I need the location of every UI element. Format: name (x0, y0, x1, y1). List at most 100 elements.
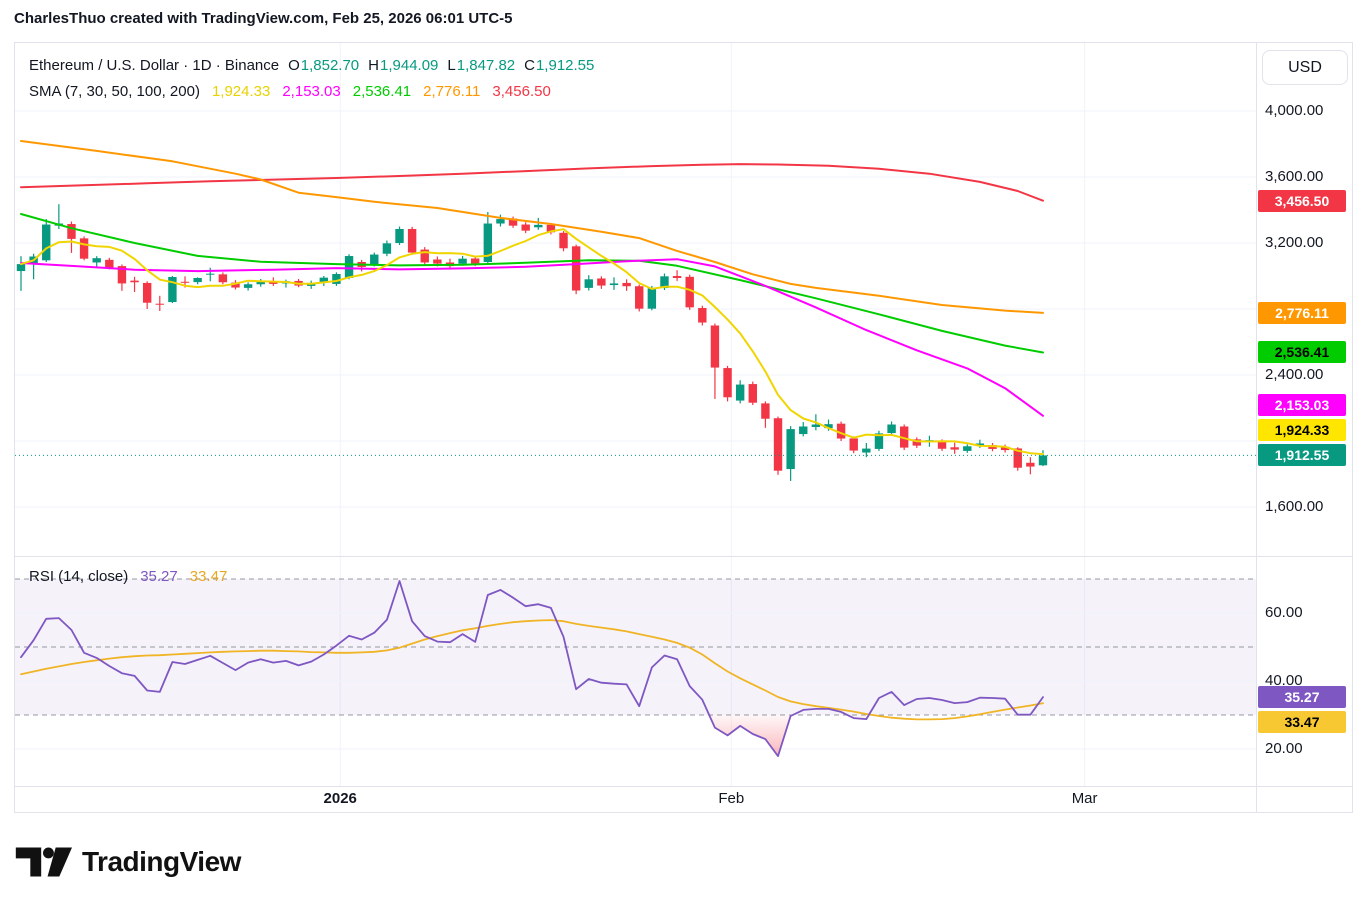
price-tick-label: 3,200.00 (1265, 234, 1324, 251)
candle-body (395, 228, 404, 243)
time-axis-label: Feb (718, 790, 745, 807)
candle-body (471, 258, 480, 264)
candle-body (1013, 448, 1022, 468)
sma200-line (20, 163, 1044, 202)
candle-body (887, 424, 896, 434)
candle-body (849, 438, 858, 451)
price-tick-label: 1,600.00 (1265, 498, 1324, 515)
candle-body (660, 276, 669, 289)
candle-body (130, 280, 139, 283)
candle-body (963, 446, 972, 451)
candle-body (761, 403, 770, 419)
candle-body (975, 443, 985, 446)
candle-body (168, 276, 177, 303)
last-price-label: 1,912.55 (1258, 444, 1346, 467)
sma7-price-label: 1,924.33 (1258, 419, 1346, 442)
price-tick-label: 4,000.00 (1265, 102, 1324, 119)
candle-body (748, 384, 757, 403)
candle-body (42, 224, 51, 261)
tradingview-logo[interactable]: TradingView (14, 840, 241, 884)
candle-body (231, 282, 240, 288)
time-axis-label: 2026 (323, 790, 357, 807)
candle-body (105, 259, 114, 268)
candle-body (319, 277, 329, 283)
candle-body (243, 284, 253, 288)
candle-body (622, 282, 631, 287)
candle-body (155, 303, 164, 305)
candle-body (824, 424, 833, 429)
candle-body (521, 224, 530, 231)
sma100-line (20, 140, 1044, 314)
candle-body (609, 283, 619, 286)
sma30-line (20, 258, 1044, 417)
candle-body (483, 223, 493, 262)
candle-body (508, 218, 518, 226)
rsi-ma-value-label: 33.47 (1258, 711, 1346, 734)
candle-body (698, 308, 707, 323)
chart-widget: Ethereum / U.S. Dollar · 1D · Binance O1,… (14, 42, 1353, 813)
rsi-line (20, 580, 1044, 757)
candle-body (269, 281, 278, 284)
candle-body (370, 254, 379, 265)
candle-body (193, 277, 202, 283)
candle-body (218, 274, 228, 283)
candle-body (597, 278, 606, 286)
candle-body (710, 325, 720, 368)
sma50-price-label: 2,536.41 (1258, 341, 1346, 364)
candle-body (546, 224, 556, 233)
candle-body (836, 423, 846, 439)
candle-body (912, 439, 922, 446)
candle-body (899, 426, 909, 448)
candle-body (1000, 446, 1010, 451)
candle-body (79, 238, 89, 259)
sma30-price-label: 2,153.03 (1258, 394, 1346, 417)
candle-body (67, 224, 76, 239)
candle-body (332, 274, 341, 284)
candle-body (407, 228, 417, 253)
candle-body (811, 424, 821, 427)
candle-body (142, 282, 152, 303)
rsi-tick-label: 40.00 (1265, 672, 1303, 689)
candle-body (685, 276, 694, 308)
price-tick-label: 2,400.00 (1265, 366, 1324, 383)
candle-body (584, 279, 593, 288)
rsi-value-label: 35.27 (1258, 686, 1346, 709)
sma100-price-label: 2,776.11 (1258, 301, 1346, 324)
candle-body (635, 286, 644, 309)
candles (16, 204, 1048, 481)
candle-body (206, 273, 215, 275)
attribution-text: CharlesThuo created with TradingView.com… (14, 10, 513, 27)
tradingview-logo-icon (15, 847, 72, 877)
candle-body (180, 281, 190, 283)
candle-body (950, 447, 959, 450)
candle-body (344, 256, 354, 278)
rsi-band (15, 579, 1256, 715)
candlestick-chart[interactable] (15, 43, 1352, 812)
tradingview-logo-text: TradingView (82, 846, 241, 877)
candle-body (16, 264, 26, 272)
currency-toggle-button[interactable]: USD (1262, 50, 1348, 85)
candle-body (420, 249, 429, 263)
sma7-line (20, 228, 1044, 456)
candle-body (256, 281, 265, 285)
candle-body (117, 266, 127, 284)
candle-body (786, 429, 795, 470)
candle-body (672, 276, 682, 278)
candle-body (559, 232, 568, 249)
candle-body (433, 259, 442, 264)
sma200-price-label: 3,456.50 (1258, 189, 1346, 212)
price-axis[interactable]: 4,000.00 3,600.00 3,200.00 2,400.00 1,600.00… (1256, 43, 1353, 786)
candle-body (735, 384, 745, 401)
candle-body (937, 441, 947, 449)
candle-body (773, 418, 783, 471)
time-axis[interactable]: 2026 Feb Mar (15, 786, 1256, 812)
candle-body (382, 243, 392, 254)
candle-body (534, 224, 543, 228)
rsi-tick-label: 60.00 (1265, 604, 1303, 621)
candle-body (1038, 455, 1048, 466)
candle-body (571, 246, 581, 291)
candle-body (874, 433, 884, 449)
price-tick-label: 3,600.00 (1265, 168, 1324, 185)
candle-body (496, 219, 505, 224)
